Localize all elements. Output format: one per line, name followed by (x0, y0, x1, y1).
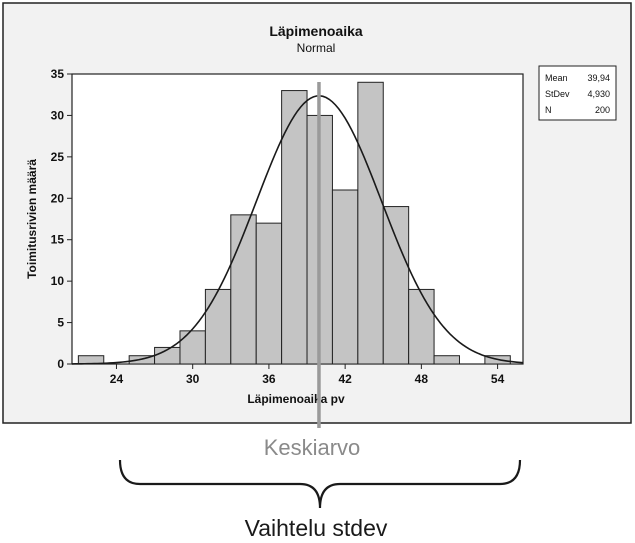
legend-box: Mean 39,94 StDev 4,930 N 200 (538, 65, 617, 121)
legend-mean-label: Mean (545, 73, 568, 83)
x-tick-label-0: 24 (110, 372, 124, 386)
y-tick-label-3: 15 (51, 233, 65, 247)
y-tick-label-4: 20 (51, 191, 65, 205)
y-axis-label: Toimitusrivien määrä (25, 159, 39, 279)
x-tick-label-1: 30 (186, 372, 200, 386)
y-tick-label-2: 10 (51, 274, 65, 288)
histogram-bar-5 (204, 288, 232, 365)
histogram-bar-7 (255, 222, 283, 365)
histogram-bar-8 (281, 90, 308, 365)
y-tick-label-6: 30 (51, 108, 65, 122)
legend-n-value: 200 (595, 105, 610, 115)
legend-n-label: N (545, 105, 552, 115)
normal-fit-curve (71, 95, 524, 365)
spread-annotation: Vaihtelu stdev (245, 515, 388, 541)
histogram-bar-14 (433, 355, 460, 365)
x-tick-label-2: 36 (262, 372, 276, 386)
spread-bracket (118, 459, 522, 509)
histogram-bar-11 (357, 81, 384, 365)
y-tick-label-0: 0 (57, 357, 64, 371)
x-tick-label-4: 48 (415, 372, 429, 386)
legend-mean-value: 39,94 (587, 73, 610, 83)
mean-annotation: Keskiarvo (264, 435, 361, 460)
x-tick-label-5: 54 (491, 372, 505, 386)
x-tick-label-3: 42 (338, 372, 352, 386)
y-axis: 0 5 10 15 20 25 30 35 (51, 67, 72, 371)
y-tick-label-1: 5 (57, 316, 64, 330)
legend-stdev-value: 4,930 (587, 89, 610, 99)
histogram-bar-13 (408, 288, 435, 365)
legend-frame (538, 65, 617, 121)
x-axis-label: Läpimenoaika pv (247, 392, 345, 406)
y-tick-label-7: 35 (51, 67, 65, 81)
y-tick-label-5: 25 (51, 150, 65, 164)
chart-title: Läpimenoaika (269, 23, 363, 39)
histogram-bar-6 (230, 214, 257, 365)
legend-stdev-label: StDev (545, 89, 570, 99)
histogram-bar-10 (331, 189, 359, 365)
histogram-bar-12 (382, 206, 410, 365)
x-axis: 24 30 36 42 48 54 (110, 364, 505, 386)
histogram-bar-4 (179, 330, 206, 365)
chart-subtitle: Normal (297, 41, 336, 55)
